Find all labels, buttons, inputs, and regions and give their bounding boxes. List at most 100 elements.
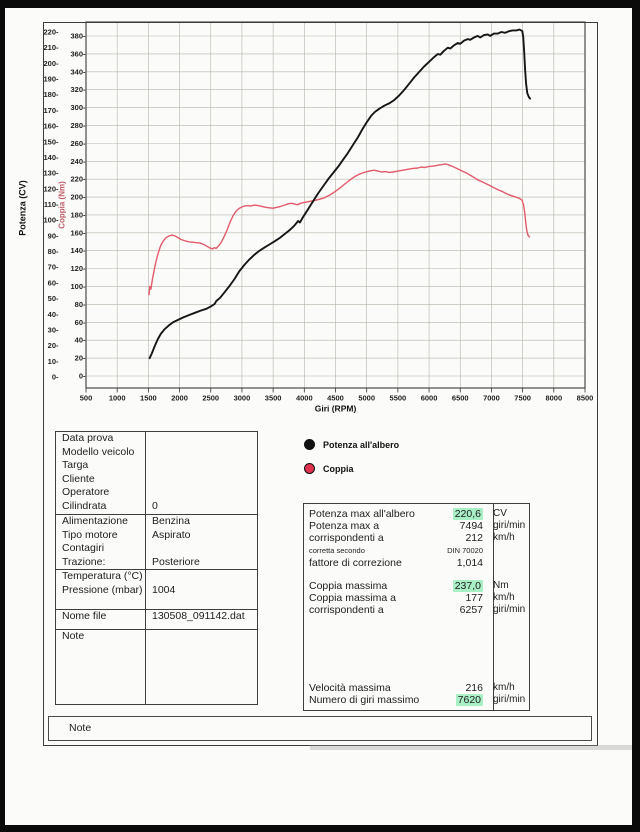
row-value: DIN 70020 [447,545,483,555]
table-row: corrispondenti a 6257 giri/min [304,604,529,616]
power-axis-tick-label: 0- [52,373,59,382]
power-legend-dot-icon [304,439,315,450]
table-row: Coppia massima 237,0 Nm [304,580,529,592]
table-row: Contagiri [56,542,257,556]
torque-axis-tick-label: 140- [70,246,86,255]
x-axis-tick-label: 500 [80,394,93,403]
table-row: Alimentazione Benzina [56,515,257,529]
results-block: Potenza max all'albero 220,6 CV Potenza max… [304,508,529,569]
info-table-section: Alimentazione Benzina Tipo motore Aspirato C… [56,514,257,569]
table-row: Cliente [56,473,257,487]
table-row: Trazione: Posteriore [56,556,257,570]
row-label: corrispondenti a [309,532,384,545]
row-value: 220,6 [424,508,486,520]
highlighted-value: 237,0 [452,580,483,592]
row-value: 7494 [459,520,483,533]
row-unit: giri/min [493,694,526,706]
power-axis-tick-label: 180- [43,90,59,99]
row-label: Coppia massima [309,580,388,592]
info-table-section: Note [56,629,257,704]
power-axis-tick-label: 40- [48,310,59,319]
info-table-section: Nome file 130508_091142.dat [56,609,257,629]
x-axis-title: Giri (RPM) [315,404,357,414]
x-axis-tick-label: 2500 [202,394,219,403]
x-axis-tick-label: 7000 [483,394,500,403]
row-label: Tipo motore [62,528,118,541]
power-axis-tick-label: 130- [43,169,59,178]
x-axis-tick-label: 4000 [296,394,313,403]
power-axis-tick-label: 200- [43,59,59,68]
table-row: Numero di giri massimo 7620 giri/min [304,694,529,707]
row-value: 6257 [459,604,483,617]
row-value [145,570,257,584]
row-label: Note [62,630,85,642]
table-row: Targa [56,459,257,473]
row-label: corretta secondo [309,545,365,555]
x-axis-tick-label: 3000 [234,394,251,403]
torque-axis-tick-label: 60- [75,318,86,327]
power-axis-tick-label: 100- [43,216,59,225]
row-label: Operatore [62,486,110,499]
row-label: Alimentazione [62,515,128,527]
power-axis-tick-label: 30- [48,325,59,334]
table-row: fattore di correzione 1,014 [304,557,529,569]
table-row: Data prova [56,432,257,446]
row-value: 1004 [152,583,176,596]
power-axis-tick-label: 50- [48,294,59,303]
row-label: Pressione (mbar) [62,583,143,596]
x-axis-tick-label: 1000 [109,394,126,403]
torque-axis-tick-label: 100- [70,282,86,291]
torque-axis-tick-label: 80- [75,300,86,309]
torque-axis-tick-label: 360- [70,49,86,58]
row-label: Cliente [62,472,95,485]
row-value: 130508_091142.dat [152,610,245,622]
table-row: Potenza max all'albero 220,6 CV [304,508,529,520]
info-table-section: Data prova Modello veicolo Targa Cliente Ope… [56,432,257,514]
torque-axis-tick-label: 20- [75,354,86,363]
row-unit: giri/min [493,604,526,616]
row-value: 7620 [424,694,486,707]
torque-axis-tick-label: 260- [70,139,86,148]
torque-axis-tick-label: 240- [70,157,86,166]
x-axis-tick-label: 7500 [514,394,531,403]
row-value: 216 [465,682,483,694]
row-unit: giri/min [493,520,526,532]
x-axis-tick-label: 2000 [171,394,188,403]
table-row: Operatore [56,486,257,500]
row-value [145,473,257,487]
table-row: Velocità massima 216 km/h [304,682,529,694]
results-table-column-divider [493,504,494,710]
row-unit: CV [493,508,507,519]
row-label: Data prova [62,432,114,444]
power-axis-tick-label: 170- [43,106,59,115]
x-axis-tick-label: 5000 [358,394,375,403]
table-row: corretta secondo DIN 70020 [304,545,529,557]
torque-axis-tick-label: 40- [75,336,86,345]
row-value: 212 [465,532,483,545]
row-label: Trazione: [62,555,106,568]
note-bar-label: Note [69,722,92,734]
table-row: Cilindrata 0 [56,500,257,514]
legend-label-power: Potenza all'albero [323,439,400,450]
row-value [145,446,257,460]
torque-axis-tick-label: 300- [70,103,86,112]
row-label: Cilindrata [62,499,107,512]
row-label: Potenza max all'albero [309,508,415,520]
row-label: Targa [62,459,89,472]
row-value [145,542,257,556]
table-row: Note [56,630,257,644]
power-axis-tick-label: 10- [48,357,59,366]
row-label: fattore di correzione [309,556,402,569]
legend-item-torque: Coppia [304,463,354,474]
torque-axis-tick-label: 0- [79,372,86,381]
power-axis-tick-label: 160- [43,122,59,131]
power-curve [148,28,532,360]
row-label: Potenza max a [309,520,380,533]
x-axis-tick-label: 3500 [265,394,282,403]
table-row: Coppia massima a 177 km/h [304,592,529,604]
torque-axis-tick-label: 160- [70,228,86,237]
power-axis-tick-label: 60- [48,278,59,287]
row-value: Aspirato [152,528,191,541]
table-row: corrispondenti a 212 km/h [304,532,529,544]
